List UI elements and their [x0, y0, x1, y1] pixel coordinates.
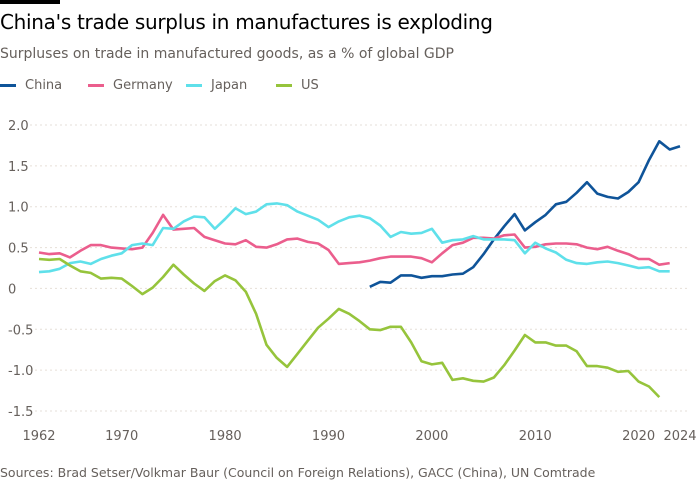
legend-label: Japan	[211, 78, 248, 93]
x-tick-label: 2000	[415, 429, 448, 444]
x-tick-label: 1962	[22, 429, 55, 444]
x-tick-label: 2024	[663, 429, 696, 444]
x-tick-label: 1970	[105, 429, 138, 444]
chart-subtitle: Surpluses on trade in manufactured goods…	[0, 46, 454, 62]
legend-item-japan: Japan	[186, 78, 276, 93]
series-line-germany	[38, 213, 670, 267]
y-tick-label: -1.5	[8, 405, 33, 420]
series-line-us	[38, 257, 661, 399]
legend-swatch	[88, 84, 104, 87]
y-tick-label: -0.5	[8, 323, 33, 338]
source-note: Sources: Brad Setser/Volkmar Baur (Counc…	[0, 465, 596, 480]
x-tick-label: 1990	[312, 429, 345, 444]
y-tick-label: 0.5	[8, 242, 29, 257]
y-tick-label: 0	[8, 282, 16, 297]
y-tick-label: 1.5	[8, 160, 29, 175]
legend-swatch	[0, 84, 16, 87]
series-line-japan	[38, 202, 670, 274]
chart-title: China's trade surplus in manufactures is…	[0, 10, 493, 34]
x-tick-label: 2020	[622, 429, 655, 444]
legend-swatch	[276, 84, 292, 87]
legend-item-germany: Germany	[88, 78, 186, 93]
y-tick-label: -1.0	[8, 364, 33, 379]
y-tick-label: 1.0	[8, 201, 29, 216]
legend-item-china: China	[0, 78, 88, 93]
legend-label: Germany	[113, 78, 173, 93]
legend-label: US	[301, 78, 319, 93]
series-line-china	[369, 140, 681, 288]
x-tick-label: 2010	[519, 429, 552, 444]
legend-item-us: US	[276, 78, 336, 93]
y-tick-label: 2.0	[8, 119, 29, 134]
legend-label: China	[25, 78, 63, 93]
x-tick-label: 1980	[209, 429, 242, 444]
brand-bar	[0, 0, 60, 4]
legend-swatch	[186, 84, 202, 87]
legend: China Germany Japan US	[0, 78, 336, 93]
